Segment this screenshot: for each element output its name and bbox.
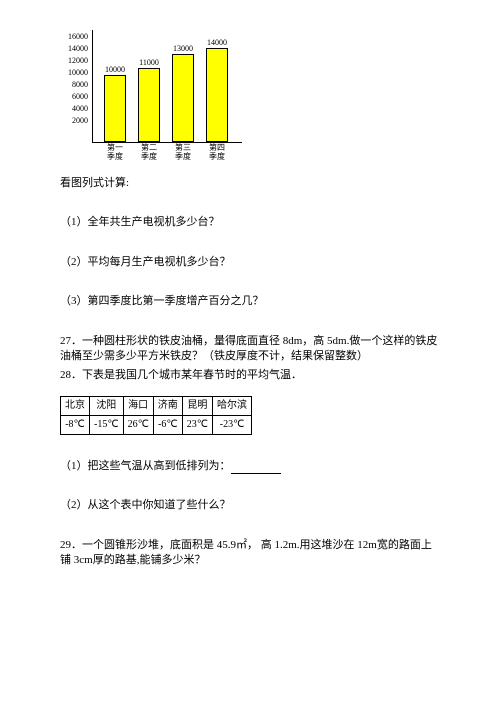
x-label: 第二季度 <box>137 144 161 162</box>
bar-value: 14000 <box>202 37 232 48</box>
ytick: 4000 <box>60 103 88 114</box>
td-temp: -8℃ <box>61 415 90 434</box>
bar-q2 <box>138 68 160 142</box>
problem-28-q2: （2）从这个表中你知道了些什么？ <box>60 498 440 513</box>
th-city: 哈尔滨 <box>213 396 252 415</box>
question-2: （2）平均每月生产电视机多少台？ <box>60 255 440 270</box>
x-label: 第四季度 <box>205 144 229 162</box>
th-city: 海口 <box>123 396 153 415</box>
bar-q3 <box>172 54 194 142</box>
ytick: 8000 <box>60 79 88 90</box>
x-label: 第三季度 <box>171 144 195 162</box>
ytick: 2000 <box>60 115 88 126</box>
bar-value: 10000 <box>100 64 130 75</box>
problem-29: 29．一个圆锥形沙堆，底面积是 45.9㎡， 高 1.2m.用这堆沙在 12m宽… <box>60 538 440 569</box>
ytick: 12000 <box>60 55 88 66</box>
th-city: 济南 <box>153 396 182 415</box>
ytick: 6000 <box>60 91 88 102</box>
question-3: （3）第四季度比第一季度增产百分之几？ <box>60 294 440 309</box>
y-axis <box>92 30 93 142</box>
chart-intro: 看图列式计算: <box>60 176 440 191</box>
bar-value: 11000 <box>134 57 164 68</box>
question-1: （1）全年共生产电视机多少台？ <box>60 215 440 230</box>
ytick: 16000 <box>60 31 88 42</box>
bar-q4 <box>206 48 228 142</box>
td-temp: 23℃ <box>182 415 212 434</box>
ytick: 14000 <box>60 43 88 54</box>
th-city: 北京 <box>61 396 90 415</box>
td-temp: -6℃ <box>153 415 182 434</box>
ytick: 10000 <box>60 67 88 78</box>
answer-blank <box>231 463 281 474</box>
problem-28: 28．下表是我国几个城市某年春节时的平均气温． <box>60 368 440 383</box>
bar-chart: 16000 14000 12000 10000 8000 6000 4000 2… <box>60 30 250 160</box>
x-label: 第一季度 <box>103 144 127 162</box>
bar-q1 <box>104 75 126 142</box>
th-city: 昆明 <box>182 396 212 415</box>
bar-value: 13000 <box>168 43 198 54</box>
temperature-table: 北京 沈阳 海口 济南 昆明 哈尔滨 -8℃ -15℃ 26℃ -6℃ 23℃ … <box>60 396 252 435</box>
q1-text: （1）把这些气温从高到低排列为： <box>60 460 231 472</box>
td-temp: 26℃ <box>123 415 153 434</box>
th-city: 沈阳 <box>90 396 124 415</box>
problem-27: 27．一种圆柱形状的铁皮油桶，量得底面直径 8dm，高 5dm.做一个这样的铁皮… <box>60 334 440 365</box>
problem-28-q1: （1）把这些气温从高到低排列为： <box>60 459 440 474</box>
td-temp: -23℃ <box>213 415 252 434</box>
td-temp: -15℃ <box>90 415 124 434</box>
